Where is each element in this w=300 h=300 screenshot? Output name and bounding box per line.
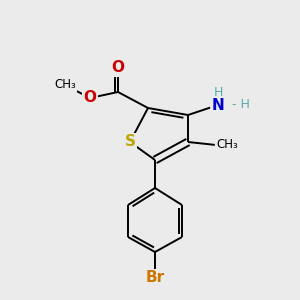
Text: S: S — [124, 134, 136, 149]
Text: CH₃: CH₃ — [216, 139, 238, 152]
Text: N: N — [212, 98, 224, 112]
Text: CH₃: CH₃ — [54, 79, 76, 92]
Text: Br: Br — [146, 271, 165, 286]
Text: H: H — [213, 86, 223, 100]
Text: O: O — [83, 91, 97, 106]
Text: O: O — [112, 61, 124, 76]
Text: - H: - H — [232, 98, 250, 112]
